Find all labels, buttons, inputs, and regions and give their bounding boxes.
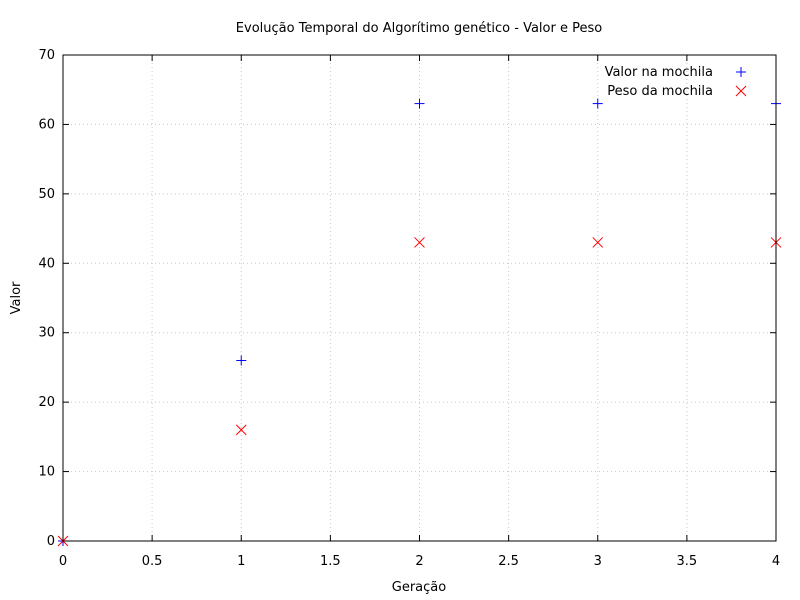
x-tick-label: 4: [772, 554, 780, 569]
y-tick-label: 30: [38, 326, 55, 341]
x-tick-label: 1.5: [320, 554, 341, 569]
axis-ticks: 0 10 20 30 40 50 60 70 0 0.5 1 1.5 2 2.5 3 3.5 4: [38, 48, 780, 569]
valor-point: [236, 355, 247, 366]
legend: Valor na mochila Peso da mochila: [605, 65, 747, 99]
legend-label: Valor na mochila: [605, 65, 713, 80]
peso-point: [414, 237, 425, 248]
x-tick-label: 2.5: [498, 554, 519, 569]
marker-stroke: [735, 85, 747, 97]
y-tick-label: 0: [47, 534, 55, 549]
peso-point: [235, 424, 247, 436]
legend-label: Peso da mochila: [607, 84, 713, 99]
y-tick-label: 60: [38, 117, 55, 132]
peso-series: [57, 237, 782, 547]
chart-title: Evolução Temporal do Algorítimo genético…: [236, 21, 602, 36]
valor-point: [414, 98, 425, 109]
y-tick-label: 50: [38, 187, 55, 202]
peso-point: [592, 237, 604, 248]
y-tick-label: 20: [38, 395, 55, 410]
series: [57, 98, 782, 547]
marker-stroke: [235, 424, 247, 436]
x-tick-label: 3.5: [677, 554, 698, 569]
legend-item-valor: Valor na mochila: [605, 65, 746, 80]
y-tick-label: 10: [38, 465, 55, 480]
y-tick-label: 40: [38, 256, 55, 271]
x-tick-label: 2: [415, 554, 423, 569]
marker-stroke: [592, 237, 604, 248]
legend-marker: [735, 85, 747, 97]
plot-frame: [62, 54, 777, 542]
x-axis-label: Geração: [392, 580, 446, 595]
x-tick-label: 3: [594, 554, 602, 569]
y-axis-label: Valor: [9, 281, 24, 314]
y-tick-label: 70: [38, 48, 55, 63]
x-tick-label: 1: [237, 554, 245, 569]
legend-marker: [736, 67, 746, 77]
legend-item-peso: Peso da mochila: [607, 84, 747, 99]
x-tick-label: 0.5: [142, 554, 163, 569]
valor-series: [58, 98, 781, 546]
marker-stroke: [414, 237, 425, 248]
x-tick-label: 0: [59, 554, 67, 569]
valor-point: [592, 98, 603, 109]
grid: [63, 55, 776, 541]
